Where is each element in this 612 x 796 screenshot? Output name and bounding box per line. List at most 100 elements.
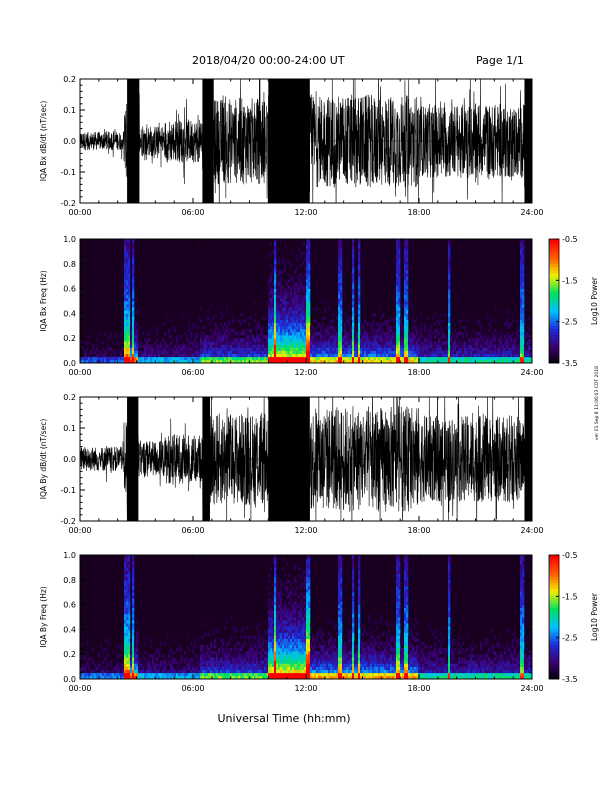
bx-freq-spectrogram-cell	[224, 323, 226, 326]
bx-freq-spectrogram-cell	[502, 332, 504, 335]
bx-freq-spectrogram-cell	[398, 273, 400, 276]
by-freq-spectrogram-cell	[148, 670, 150, 673]
bx-freq-spectrogram-cell	[248, 341, 250, 344]
by-freq-spectrogram-cell	[132, 620, 134, 623]
by-freq-spectrogram-cell	[88, 673, 90, 676]
by-freq-spectrogram-cell	[298, 654, 300, 657]
by-freq-spectrogram-cell	[126, 636, 128, 639]
bx-freq-spectrogram-cell	[380, 341, 382, 344]
bx-freq-spectrogram-cell	[432, 344, 434, 347]
by-freq-spectrogram-cell	[136, 648, 138, 651]
bx-freq-spectrogram-cell	[412, 348, 414, 351]
by-freq-spectrogram-cell	[150, 654, 152, 657]
bx-freq-spectrogram-cell	[108, 335, 110, 338]
by-freq-spectrogram-cell	[262, 654, 264, 657]
by-freq-spectrogram-cell	[254, 654, 256, 657]
by-freq-spectrogram-cell	[284, 620, 286, 623]
bx-freq-spectrogram-cell	[242, 338, 244, 341]
by-freq-spectrogram-cell	[252, 648, 254, 651]
bx-freq-spectrogram-cell	[360, 335, 362, 338]
bx-freq-spectrogram-cell	[278, 323, 280, 326]
bx-freq-spectrogram-cell	[302, 354, 304, 357]
bx-freq-spectrogram-cell	[394, 351, 396, 354]
bx-freq-spectrogram-cell	[518, 338, 520, 341]
bx-freq-spectrogram-cell	[230, 338, 232, 341]
bx-freq-spectrogram-cell	[404, 276, 406, 279]
bx-freq-spectrogram-cell	[384, 344, 386, 347]
by-freq-spectrogram-cell	[266, 664, 268, 667]
bx-freq-spectrogram-cell	[138, 357, 140, 360]
bx-freq-spectrogram-cell	[118, 344, 120, 347]
bx-freq-spectrogram-cell	[134, 332, 136, 335]
by-freq-spectrogram-cell	[162, 660, 164, 663]
bx-freq-spectrogram-cell	[290, 335, 292, 338]
bx-freq-spectrogram-cell	[232, 329, 234, 332]
by-freq-spectrogram-cell	[266, 651, 268, 654]
by-freq-spectrogram-cell	[280, 595, 282, 598]
by-freq-spectrogram-cell	[178, 645, 180, 648]
bx-freq-spectrogram-cell	[312, 357, 314, 360]
by-freq-spectrogram-cell	[180, 667, 182, 670]
bx-freq-spectrogram-cell	[276, 317, 278, 320]
bx-freq-spectrogram-cell	[316, 338, 318, 341]
by-freq-spectrogram-cell	[268, 670, 270, 673]
bx-freq-spectrogram-cell	[460, 357, 462, 360]
bx-freq-spectrogram-cell	[218, 329, 220, 332]
by-freq-spectrogram-cell	[286, 667, 288, 670]
by-freq-spectrogram-cell	[128, 574, 130, 577]
bx-freq-spectrogram-cell	[264, 351, 266, 354]
bx-freq-spectrogram-cell	[286, 307, 288, 310]
bx-freq-spectrogram-cell	[130, 348, 132, 351]
bx-freq-spectrogram-cell	[308, 279, 310, 282]
by-freq-spectrogram-cell	[138, 660, 140, 663]
bx-freq-spectrogram-cell	[96, 354, 98, 357]
bx-freq-spectrogram-cell	[340, 242, 342, 245]
bx-freq-spectrogram-cell	[368, 341, 370, 344]
bx-freq-spectrogram-cell	[268, 286, 270, 289]
bx-freq-spectrogram-cell	[470, 357, 472, 360]
by-freq-spectrogram-cell	[224, 626, 226, 629]
bx-freq-spectrogram-cell	[300, 295, 302, 298]
bx-freq-spectrogram-cell	[466, 320, 468, 323]
bx-freq-spectrogram-cell	[492, 338, 494, 341]
bx-freq-spectrogram-cell	[298, 357, 300, 360]
by-freq-spectrogram-cell	[282, 667, 284, 670]
bx-freq-spectrogram-cell	[120, 351, 122, 354]
bx-freq-spectrogram-cell	[92, 351, 94, 354]
bx-freq-spectrogram-cell	[176, 348, 178, 351]
bx-freq-spectrogram-cell	[190, 335, 192, 338]
bx-freq-spectrogram-cell	[382, 338, 384, 341]
bx-freq-spectrogram-cell	[242, 313, 244, 316]
by-freq-spectrogram-cell	[124, 592, 126, 595]
bx-freq-spectrogram-cell	[288, 329, 290, 332]
bx-freq-spectrogram-cell	[232, 344, 234, 347]
bx-freq-spectrogram-cell	[374, 344, 376, 347]
by-freq-spectrogram-cell	[116, 660, 118, 663]
bx-freq-spectrogram-cell	[392, 320, 394, 323]
bx-freq-spectrogram-cell	[438, 338, 440, 341]
by-freq-spectrogram-cell	[128, 580, 130, 583]
by-freq-spectrogram-cell	[120, 645, 122, 648]
bx-freq-spectrogram-cell	[410, 357, 412, 360]
bx-freq-spectrogram-cell	[406, 270, 408, 273]
bx-freq-spectrogram-cell	[304, 298, 306, 301]
bx-freq-colorbar-swatch	[549, 261, 559, 265]
bx-freq-spectrogram-cell	[442, 341, 444, 344]
bx-freq-colorbar-swatch	[549, 301, 559, 305]
by-freq-spectrogram-cell	[300, 660, 302, 663]
bx-freq-spectrogram-cell	[366, 329, 368, 332]
bx-freq-spectrogram-cell	[306, 286, 308, 289]
bx-freq-spectrogram-cell	[428, 344, 430, 347]
bx-freq-spectrogram-cell	[240, 344, 242, 347]
by-freq-spectrogram-cell	[278, 654, 280, 657]
bx-freq-spectrogram-cell	[132, 258, 134, 261]
bx-freq-spectrogram-cell	[300, 304, 302, 307]
by-freq-spectrogram-cell	[236, 667, 238, 670]
bx-freq-spectrogram-cell	[528, 326, 530, 329]
by-freq-spectrogram-cell	[286, 561, 288, 564]
bx-freq-spectrogram-cell	[358, 295, 360, 298]
bx-freq-spectrogram-cell	[248, 344, 250, 347]
bx-freq-spectrogram-cell	[268, 298, 270, 301]
bx-freq-spectrogram-cell	[134, 341, 136, 344]
bx-freq-spectrogram-cell	[136, 341, 138, 344]
